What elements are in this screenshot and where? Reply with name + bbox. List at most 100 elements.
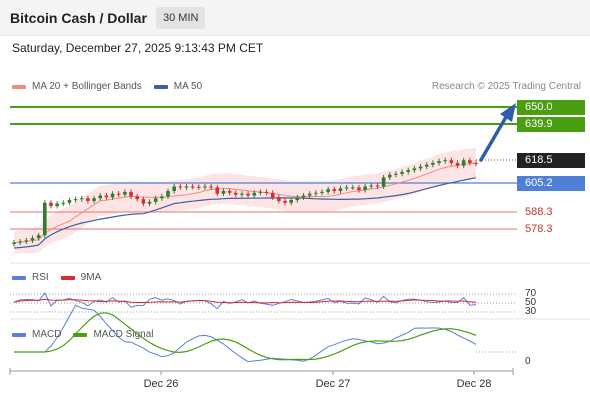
candle-body (147, 201, 152, 204)
candle-body (24, 240, 29, 242)
legend-macd: MACD (12, 329, 61, 340)
x-label-dec28: Dec 28 (456, 378, 492, 390)
rsi-tick-30: 30 (525, 306, 537, 317)
candle-body (455, 162, 460, 166)
research-credit: Research © 2025 Trading Central (431, 81, 581, 92)
candle-body (55, 203, 59, 207)
legend-ma50: MA 50 (153, 81, 203, 92)
macd-legend: MACD MACD Signal (12, 329, 165, 340)
ma50-line (13, 177, 477, 249)
rsi-label: RSI (32, 272, 49, 283)
macd-line (14, 304, 477, 363)
candle-body (246, 193, 250, 196)
candle-body (431, 162, 435, 165)
rsi-swatch (12, 275, 26, 280)
candle-body (474, 162, 478, 164)
candle-body (190, 186, 195, 188)
candle-body (424, 164, 429, 167)
candle-body (326, 189, 330, 192)
candle-body (233, 192, 238, 195)
interval-badge[interactable]: 30 MIN (156, 7, 206, 29)
candle-body (258, 191, 263, 193)
candle-body (387, 174, 392, 178)
candle-body (314, 192, 318, 194)
candle-body (332, 189, 337, 191)
candle-body (135, 196, 139, 200)
legend-ma20: MA 20 + Bollinger Bands (12, 81, 142, 92)
candle-body (209, 186, 213, 188)
candle-body (110, 193, 115, 198)
macd-signal-label: MACD Signal (93, 329, 154, 340)
candle-body (67, 200, 72, 203)
candle-body (369, 185, 374, 187)
x-label-dec26: Dec 26 (143, 378, 179, 390)
candle-body (79, 198, 84, 200)
candle-body (178, 186, 183, 188)
candle-body (240, 193, 244, 195)
candle-body (129, 191, 133, 197)
candle-body (338, 188, 343, 191)
candle-body (166, 191, 170, 197)
candle-body (307, 193, 312, 196)
chart-header: Bitcoin Cash / Dollar 30 MIN (0, 0, 590, 36)
candle-body (406, 170, 411, 172)
candle-body (73, 199, 78, 201)
candle-body (295, 197, 300, 201)
macd-label: MACD (32, 329, 62, 340)
current-price-label: 618.5 (517, 153, 585, 168)
candle-body (86, 198, 90, 201)
candle-body (283, 200, 287, 203)
legend-rsi: RSI (12, 272, 49, 283)
rsi-legend: RSI 9MA (12, 272, 113, 283)
bollinger-band (14, 147, 476, 254)
support-1-label: 588.3 (525, 206, 553, 218)
candle-body (270, 192, 275, 198)
ma50-swatch (153, 84, 168, 89)
rsi-tick-70: 70 (525, 288, 537, 299)
candle-body (18, 241, 22, 243)
candle-body (30, 238, 35, 241)
candle-body (289, 200, 293, 203)
candle-body (160, 196, 164, 199)
candle-body (36, 235, 41, 239)
candle-body (141, 199, 146, 204)
instrument-title: Bitcoin Cash / Dollar (10, 10, 147, 26)
chart-datetime: Saturday, December 27, 2025 9:13:43 PM C… (12, 41, 264, 55)
candle-body (116, 193, 121, 195)
candle-body (357, 187, 361, 191)
legend-rsi-ma: 9MA (60, 272, 102, 283)
resistance-2-label: 650.0 (517, 100, 585, 115)
macd-signal-swatch (73, 332, 88, 337)
resistance-1-label: 639.9 (517, 117, 585, 132)
candle-body (61, 202, 66, 204)
x-label-dec27: Dec 27 (315, 378, 351, 390)
candle-body (449, 160, 454, 163)
candle-body (197, 186, 201, 188)
candle-body (184, 186, 189, 188)
candle-body (301, 195, 306, 198)
candle-body (98, 195, 103, 199)
rsi-ma-label: 9MA (80, 272, 102, 283)
rsi-tick-50: 50 (525, 297, 537, 308)
rsi-line (13, 292, 477, 310)
candle-body (381, 177, 386, 187)
macd-swatch (12, 332, 26, 337)
candle-body (215, 187, 220, 194)
ma20-line (13, 162, 477, 244)
macd-tick-0: 0 (525, 356, 531, 367)
candle-body (104, 195, 109, 198)
forecast-arrow-head (500, 103, 516, 122)
candle-body (277, 197, 281, 201)
candle-body (344, 187, 349, 189)
candle-body (12, 242, 16, 245)
ma50-label: MA 50 (173, 81, 203, 92)
candle-body (461, 160, 466, 166)
candle-body (203, 186, 207, 188)
macd-signal-line (14, 312, 477, 361)
candle-body (252, 192, 257, 196)
candle-body (172, 186, 176, 191)
candle-body (468, 160, 472, 163)
candle-body (412, 168, 417, 171)
legend-macd-signal: MACD Signal (73, 329, 153, 340)
